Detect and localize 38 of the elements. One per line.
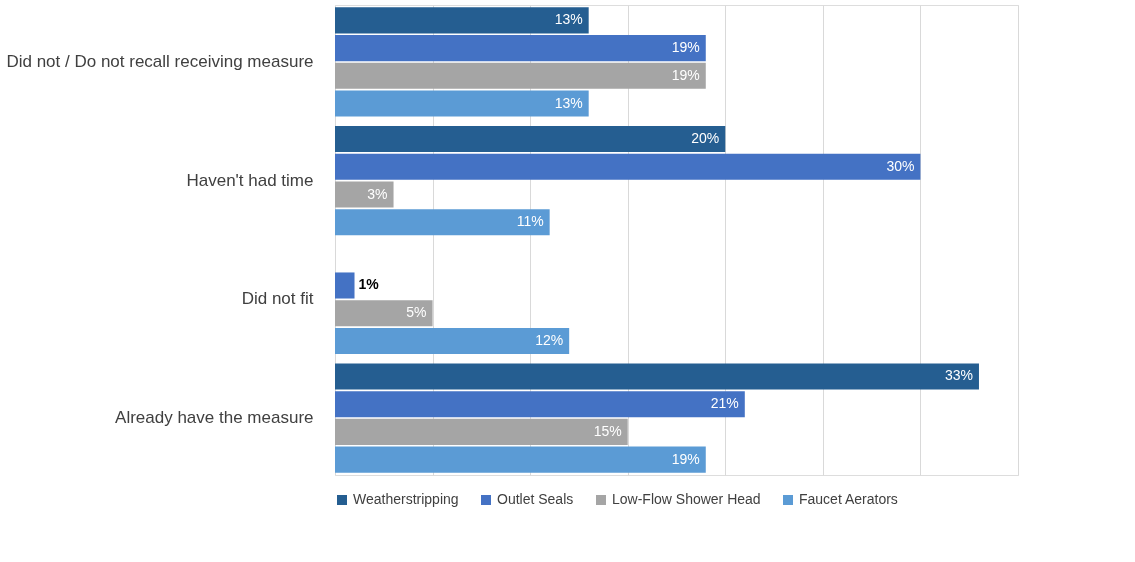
y-tick-label: Already have the measure [115, 408, 314, 428]
data-label: 30% [886, 157, 915, 174]
bar [335, 300, 433, 327]
bar [335, 35, 706, 62]
bar [335, 272, 355, 299]
legend-label: Weatherstripping [353, 491, 459, 507]
legend-label: Low-Flow Shower Head [612, 491, 761, 507]
bar [335, 181, 394, 208]
bar [335, 62, 706, 89]
bar [335, 327, 570, 354]
data-label: 5% [406, 304, 427, 321]
data-label: 11% [516, 213, 544, 230]
data-label: 13% [554, 94, 583, 111]
bar [335, 446, 706, 473]
bar [335, 7, 589, 34]
bar [335, 391, 745, 418]
y-tick-label: Did not / Do not recall receiving measure [6, 51, 314, 71]
bar [335, 418, 628, 445]
legend-label: Faucet Aerators [799, 491, 898, 507]
bar [335, 90, 589, 117]
legend-label: Outlet Seals [497, 491, 574, 507]
data-label: 13% [554, 11, 583, 28]
data-label: 12% [535, 331, 564, 348]
data-label: 19% [671, 66, 700, 83]
bar [335, 363, 979, 390]
data-label: 19% [671, 450, 700, 467]
bar [335, 126, 726, 153]
data-label: 15% [593, 422, 622, 439]
data-label: 21% [710, 395, 739, 412]
data-label: 20% [691, 130, 720, 147]
data-label: 1% [358, 276, 380, 293]
data-label: 3% [367, 185, 388, 202]
bar [335, 209, 550, 236]
bar [335, 153, 921, 180]
data-label: 19% [671, 39, 700, 56]
data-label: 33% [944, 367, 973, 384]
y-tick-label: Haven't had time [186, 170, 314, 190]
y-tick-label: Did not fit [241, 289, 314, 309]
